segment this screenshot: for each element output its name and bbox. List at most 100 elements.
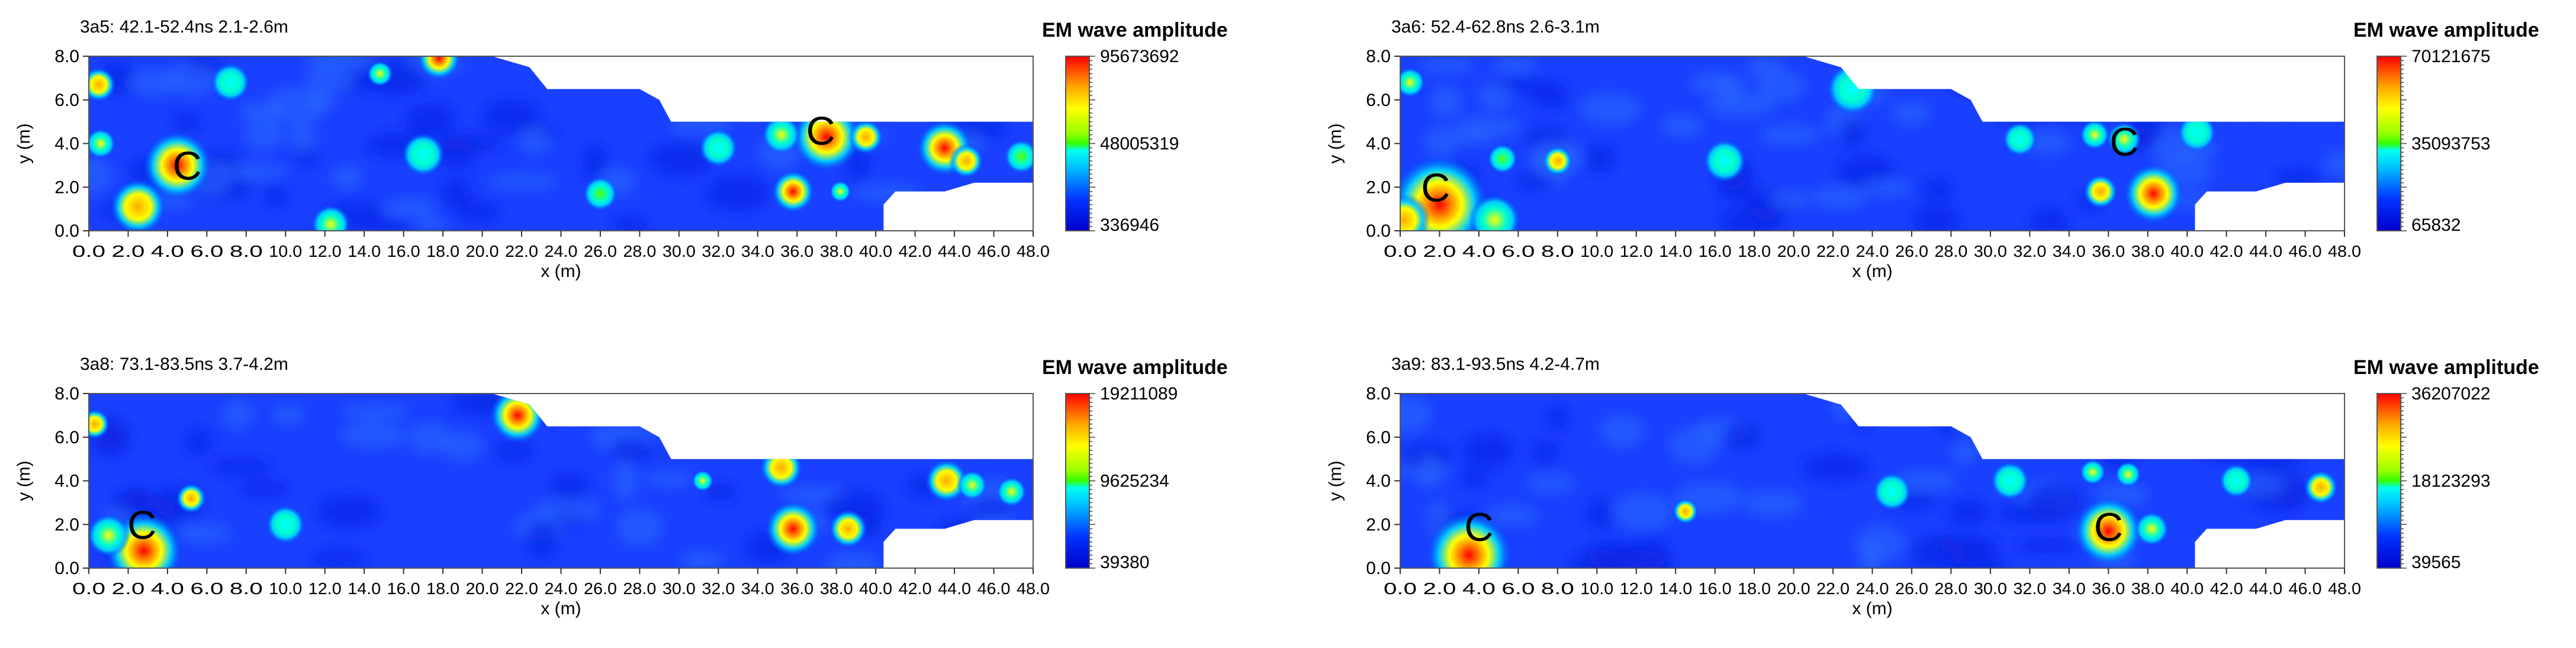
texture-blob — [648, 141, 716, 178]
annotation-label: C — [806, 108, 835, 153]
y-tick-label: 8.0 — [1366, 384, 1391, 404]
x-tick-label: 12.0 — [308, 579, 342, 598]
texture-blob — [680, 550, 724, 568]
annotation-label: C — [2109, 120, 2138, 165]
texture-blob — [244, 118, 285, 151]
y-axis-label: y (m) — [1326, 123, 1345, 163]
texture-blob — [173, 523, 233, 544]
x-tick-label: 36.0 — [780, 579, 813, 598]
heatmap-hotspot — [2083, 174, 2118, 209]
heatmap-hotspot — [1487, 143, 1518, 174]
heatmap-hotspot — [366, 60, 393, 87]
texture-blob — [610, 215, 651, 231]
x-tick-label: 10.0 — [1580, 579, 1613, 598]
x-tick-label: 30.0 — [663, 242, 696, 260]
colorbar-title: EM wave amplitude — [1042, 356, 1228, 379]
heatmap-hotspot — [89, 514, 130, 557]
x-axis-label: x (m) — [541, 262, 581, 281]
texture-blob — [2258, 420, 2313, 444]
heatmap-hotspot — [829, 180, 851, 202]
heatmap-hotspot — [2218, 463, 2254, 498]
texture-blob — [610, 437, 654, 462]
texture-blob — [1613, 493, 1674, 530]
x-tick-label: 16.0 — [1699, 579, 1732, 598]
x-tick-label: 38.0 — [2131, 242, 2165, 260]
x-tick-label: 40.0 — [2170, 242, 2204, 260]
x-tick-label: 46.0 — [977, 579, 1011, 598]
x-tick-label: 28.0 — [1934, 242, 1967, 260]
x-tick-label: 0.0 — [1384, 242, 1417, 260]
x-tick-label: 20.0 — [1777, 242, 1810, 260]
x-tick-label: 48.0 — [2328, 242, 2361, 260]
texture-blob — [1770, 189, 1808, 209]
texture-blob — [1743, 489, 1803, 517]
texture-blob — [644, 471, 693, 487]
heatmap-hotspot — [828, 509, 868, 549]
y-axis-label: y (m) — [14, 460, 34, 501]
heatmap-hotspot — [89, 409, 110, 440]
texture-blob — [582, 143, 608, 182]
x-tick-label: 20.0 — [466, 579, 499, 598]
heatmap-hotspot — [848, 120, 883, 154]
heatmap-hotspot — [2079, 459, 2106, 485]
texture-blob — [440, 134, 504, 151]
x-tick-label: 34.0 — [2053, 242, 2086, 260]
texture-blob — [1605, 550, 1675, 568]
colorbar-min-label: 336946 — [1100, 215, 1159, 235]
x-tick-label: 14.0 — [348, 579, 381, 598]
x-tick-label: 18.0 — [1738, 579, 1771, 598]
texture-blob — [185, 428, 213, 456]
texture-blob — [1526, 473, 1575, 494]
x-tick-label: 2.0 — [1423, 242, 1456, 260]
texture-blob — [305, 56, 372, 75]
x-tick-label: 44.0 — [2249, 242, 2282, 260]
texture-blob — [2166, 398, 2210, 422]
x-tick-label: 4.0 — [1462, 242, 1496, 260]
heatmap-hotspot — [925, 459, 969, 503]
texture-blob — [238, 101, 283, 122]
texture-blob — [1921, 178, 1954, 202]
x-tick-label: 42.0 — [2210, 579, 2243, 598]
texture-blob — [616, 509, 663, 546]
y-tick-label: 6.0 — [1366, 428, 1391, 447]
texture-blob — [1976, 436, 2025, 457]
texture-blob — [705, 482, 738, 502]
texture-blob — [1454, 115, 1522, 138]
x-tick-label: 30.0 — [663, 579, 696, 598]
heatmap-hotspot — [417, 56, 461, 80]
heatmap-hotspot — [401, 133, 445, 176]
texture-blob — [1493, 56, 1536, 74]
texture-blob — [1861, 179, 1913, 196]
texture-blob — [339, 422, 407, 448]
heatmap-hotspot — [996, 476, 1027, 507]
texture-blob — [1911, 536, 1966, 568]
heatmap-hotspot — [89, 128, 116, 159]
x-tick-label: 26.0 — [1895, 242, 1928, 260]
heatmap-hotspot — [110, 178, 166, 231]
x-tick-label: 38.0 — [2131, 579, 2165, 598]
x-tick-label: 48.0 — [2328, 579, 2361, 598]
texture-blob — [1891, 101, 1931, 125]
texture-blob — [442, 430, 483, 461]
texture-blob — [311, 549, 367, 568]
annotation-label: C — [173, 143, 202, 188]
annotation-label: C — [1421, 165, 1450, 210]
texture-blob — [239, 479, 289, 498]
x-tick-label: 24.0 — [1856, 579, 1889, 598]
y-axis-label: y (m) — [14, 123, 34, 163]
heatmap-hotspot — [311, 205, 350, 231]
x-tick-label: 2.0 — [111, 242, 144, 260]
texture-blob — [1758, 124, 1822, 146]
texture-blob — [1545, 405, 1570, 431]
heatmap-hotspot — [176, 483, 207, 514]
texture-blob — [825, 552, 881, 568]
y-tick-label: 2.0 — [54, 178, 79, 197]
heatmap-hotspot — [143, 130, 213, 200]
annotation-label: C — [1464, 505, 1493, 550]
y-tick-label: 2.0 — [54, 515, 79, 534]
texture-blob — [1951, 440, 1977, 466]
texture-blob — [2324, 150, 2345, 178]
x-tick-label: 28.0 — [1934, 579, 1967, 598]
x-tick-label: 4.0 — [151, 579, 184, 598]
texture-blob — [2088, 415, 2156, 436]
